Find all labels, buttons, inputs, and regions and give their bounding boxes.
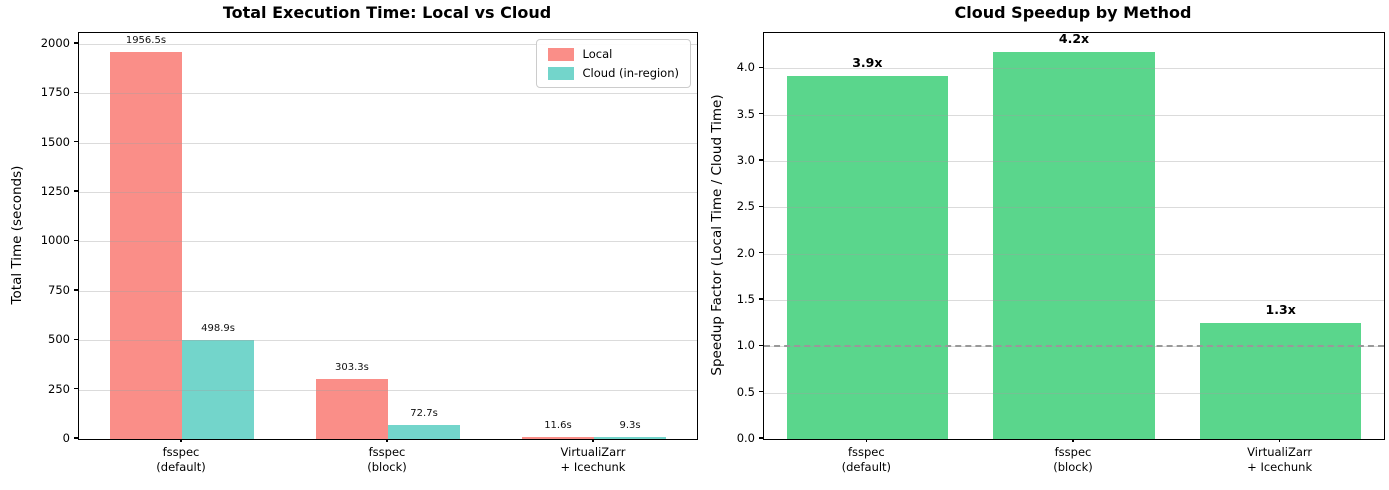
x-tick-label: VirtualiZarr + Icechunk xyxy=(1247,445,1313,474)
y-tick-label: 0.0 xyxy=(736,431,755,445)
bar-local xyxy=(521,436,594,439)
y-tick-mark xyxy=(759,66,763,68)
legend-swatch xyxy=(547,47,574,61)
y-tick-label: 2.5 xyxy=(736,199,755,214)
y-tick-mark xyxy=(74,338,78,340)
gridline xyxy=(79,241,697,243)
bar-speedup xyxy=(1200,323,1362,439)
chart-title: Cloud Speedup by Method xyxy=(954,3,1192,22)
y-tick-mark xyxy=(759,251,763,254)
legend: Local Cloud (in-region) xyxy=(535,39,691,88)
execution-time-chart: Total Execution Time: Local vs Cloud Tot… xyxy=(9,3,698,474)
y-tick-label: 0.5 xyxy=(736,384,755,399)
gridline xyxy=(764,253,1384,255)
x-tick-label: fsspec (block) xyxy=(1053,445,1093,474)
y-tick-mark xyxy=(759,344,763,346)
y-tick-mark xyxy=(759,437,763,439)
y-tick-label: 250 xyxy=(48,381,70,396)
gridline xyxy=(79,93,697,95)
legend-label: Cloud (in-region) xyxy=(582,66,679,80)
bar-value-label: 4.2x xyxy=(1058,31,1090,47)
y-tick-label: 3.5 xyxy=(736,106,755,121)
x-tick-mark xyxy=(180,438,182,442)
gridline xyxy=(764,160,1384,162)
y-tick-mark xyxy=(74,140,78,143)
gridline xyxy=(79,290,697,292)
y-tick-mark xyxy=(759,298,763,300)
y-tick-label: 1.5 xyxy=(736,291,755,306)
y-tick-label: 1.0 xyxy=(736,338,755,353)
x-tick-mark xyxy=(1072,438,1074,442)
bar-local xyxy=(109,52,182,439)
y-tick-label: 1250 xyxy=(40,184,70,199)
gridline xyxy=(79,43,697,45)
bar-cloud-in-region xyxy=(182,340,255,439)
y-axis-label: Speedup Factor (Local Time / Cloud Time) xyxy=(709,94,725,376)
y-tick-mark xyxy=(74,91,78,93)
bar-value-label: 1956.5s xyxy=(125,35,167,47)
bar-value-label: 11.6s xyxy=(544,419,572,431)
gridline xyxy=(764,392,1384,394)
y-tick-label: 4.0 xyxy=(736,60,755,75)
x-tick-mark xyxy=(386,438,388,442)
y-axis-label: Total Time (seconds) xyxy=(9,165,25,305)
plot-area: 3.9x 4.2x 1.3x xyxy=(763,31,1385,440)
y-tick-label: 3.0 xyxy=(736,152,755,167)
legend-item: Cloud (in-region) xyxy=(547,66,679,80)
x-tick-label: fsspec (block) xyxy=(367,445,407,474)
speedup-chart: Cloud Speedup by Method Speedup Factor (… xyxy=(700,0,1389,490)
gridline xyxy=(764,68,1384,70)
x-tick-mark xyxy=(592,438,594,442)
bar-value-label: 9.3s xyxy=(619,420,641,432)
y-tick-mark xyxy=(74,42,78,44)
gridline xyxy=(79,340,697,342)
y-tick-label: 2000 xyxy=(40,35,70,50)
gridline xyxy=(79,192,697,194)
y-tick-mark xyxy=(759,390,763,393)
gridline xyxy=(764,114,1384,116)
reference-line xyxy=(764,345,1384,348)
x-tick-label: fsspec (default) xyxy=(841,445,892,474)
bar-value-label: 72.7s xyxy=(410,407,438,419)
bar-speedup xyxy=(786,75,948,439)
bar-cloud-in-region xyxy=(388,424,461,439)
x-tick-mark xyxy=(865,438,868,442)
gridline xyxy=(79,142,697,144)
bar-local xyxy=(315,379,388,439)
y-tick-label: 1750 xyxy=(40,85,70,100)
legend-item: Local xyxy=(547,47,679,61)
gridline xyxy=(79,389,697,391)
y-tick-label: 500 xyxy=(48,332,70,347)
y-tick-mark xyxy=(74,387,78,390)
y-tick-label: 1000 xyxy=(40,233,70,248)
y-tick-mark xyxy=(759,159,763,161)
y-tick-label: 750 xyxy=(48,282,70,297)
chart-title: Total Execution Time: Local vs Cloud xyxy=(222,3,552,22)
y-tick-label: 0 xyxy=(62,431,70,445)
bar-cloud-in-region xyxy=(594,437,667,439)
y-tick-mark xyxy=(759,112,763,115)
bar-speedup xyxy=(993,52,1155,439)
gridline xyxy=(764,207,1384,209)
bar-value-label: 3.9x xyxy=(852,54,883,70)
legend-swatch xyxy=(547,66,574,80)
bar-value-label: 1.3x xyxy=(1265,302,1296,318)
y-tick-mark xyxy=(74,239,78,242)
plot-area: 1956.5s 303.3s 11.6s 498.9s 72.7s 9.3s Local Cl… xyxy=(78,32,698,440)
gridline xyxy=(764,299,1384,301)
legend-label: Local xyxy=(582,47,613,61)
y-tick-mark xyxy=(74,190,78,192)
x-tick-label: fsspec (default) xyxy=(156,445,206,474)
y-tick-mark xyxy=(74,289,78,291)
x-tick-label: VirtualiZarr + Icechunk xyxy=(560,445,626,474)
y-tick-mark xyxy=(759,205,763,207)
y-tick-label: 2.0 xyxy=(736,245,755,260)
y-tick-mark xyxy=(74,437,78,439)
x-tick-mark xyxy=(1278,438,1281,442)
y-tick-label: 1500 xyxy=(40,134,70,149)
bar-value-label: 498.9s xyxy=(201,323,235,335)
bar-value-label: 303.3s xyxy=(335,362,369,374)
